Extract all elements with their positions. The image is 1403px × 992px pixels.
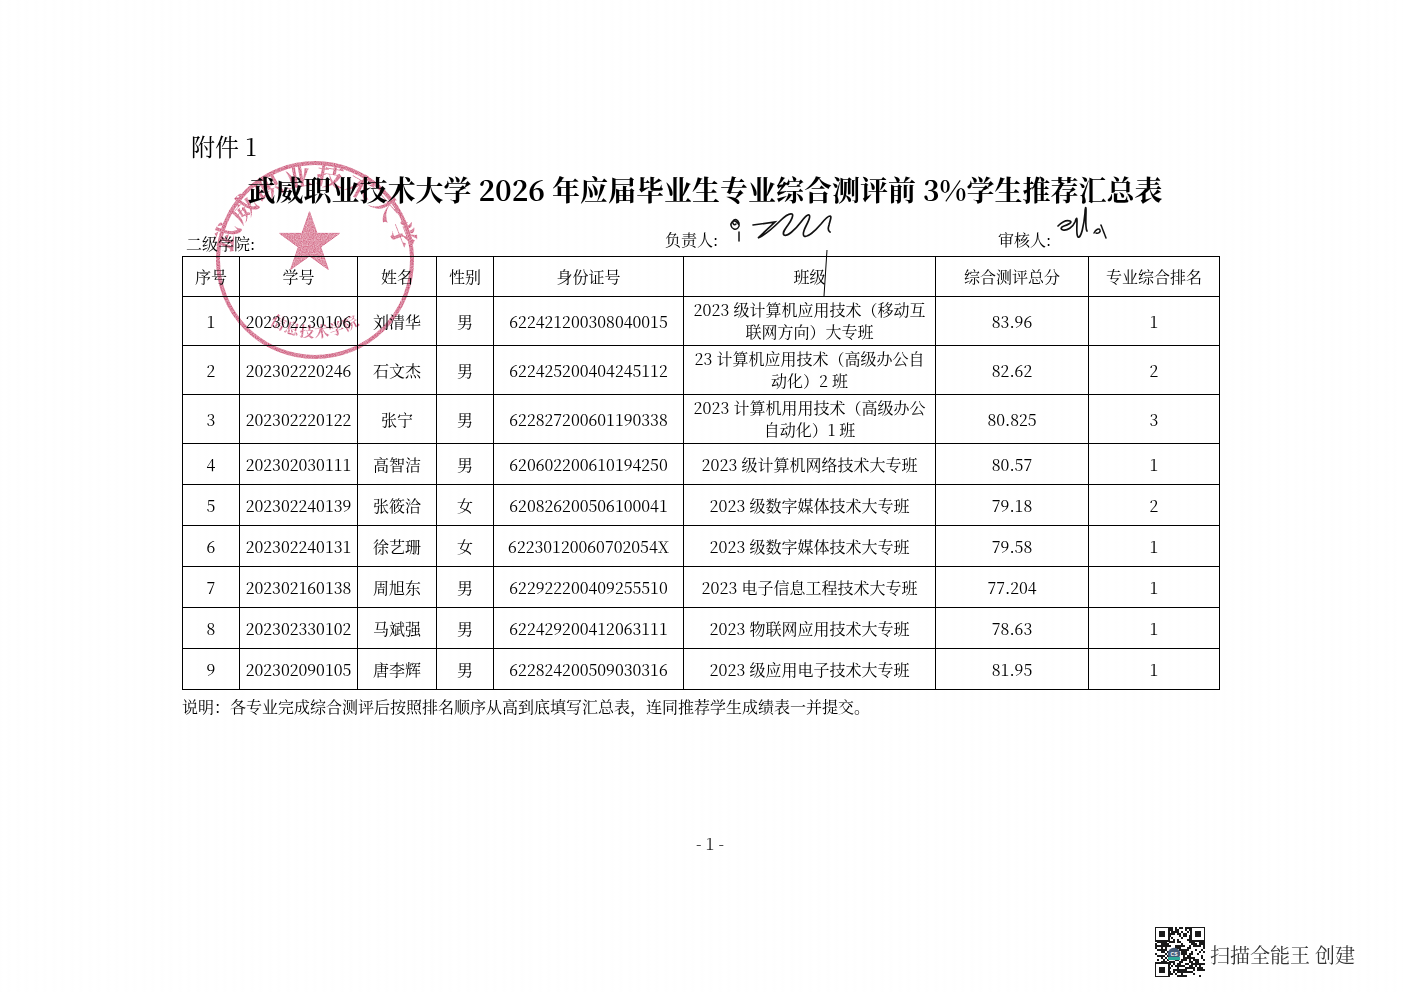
svg-text:CS: CS: [1171, 951, 1179, 957]
